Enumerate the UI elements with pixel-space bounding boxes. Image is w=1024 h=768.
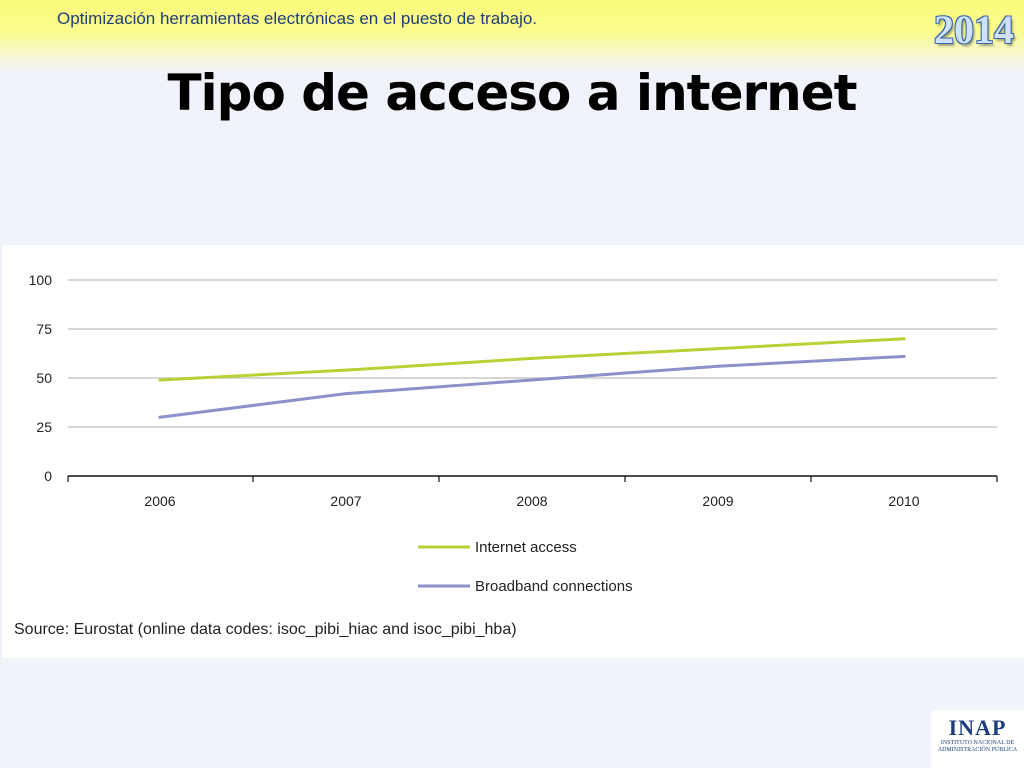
data-point bbox=[902, 337, 906, 341]
data-point bbox=[344, 368, 348, 372]
data-point bbox=[902, 354, 906, 359]
y-tick-label: 75 bbox=[36, 321, 52, 337]
logo-line-2: ADMINISTRACIÓN PÚBLICA bbox=[937, 747, 1018, 753]
x-tick-label: 2008 bbox=[516, 493, 547, 509]
x-tick-label: 2010 bbox=[888, 493, 919, 509]
inap-logo: INAP INSTITUTO NACIONAL DE ADMINISTRACIÓ… bbox=[931, 710, 1024, 768]
y-tick-label: 0 bbox=[44, 468, 52, 484]
logo-line-1: INSTITUTO NACIONAL DE bbox=[940, 740, 1015, 746]
y-tick-label: 25 bbox=[36, 419, 52, 435]
data-point bbox=[158, 378, 162, 382]
data-point bbox=[530, 356, 534, 360]
source-note: Source: Eurostat (online data codes: iso… bbox=[14, 621, 517, 638]
x-tick-label: 2009 bbox=[702, 493, 733, 509]
chart-panel bbox=[2, 245, 1024, 658]
legend-label: Internet access bbox=[475, 539, 577, 556]
slide-title: Tipo de acceso a internet bbox=[167, 64, 857, 122]
header-text: Optimización herramientas electrónicas e… bbox=[57, 9, 538, 28]
logo-text: INAP bbox=[948, 715, 1007, 740]
data-point bbox=[158, 415, 162, 419]
data-point bbox=[530, 378, 534, 382]
year-badge: 2014 bbox=[934, 7, 1014, 52]
x-tick-label: 2006 bbox=[144, 493, 175, 509]
legend-label: Broadband connections bbox=[475, 578, 633, 595]
y-tick-label: 50 bbox=[36, 370, 52, 386]
data-point bbox=[716, 347, 720, 351]
x-tick-label: 2007 bbox=[330, 493, 361, 509]
data-point bbox=[716, 364, 720, 368]
series-line-broadband bbox=[159, 354, 905, 419]
header-band bbox=[0, 0, 1024, 72]
y-tick-label: 100 bbox=[29, 272, 53, 288]
data-point bbox=[344, 392, 348, 396]
